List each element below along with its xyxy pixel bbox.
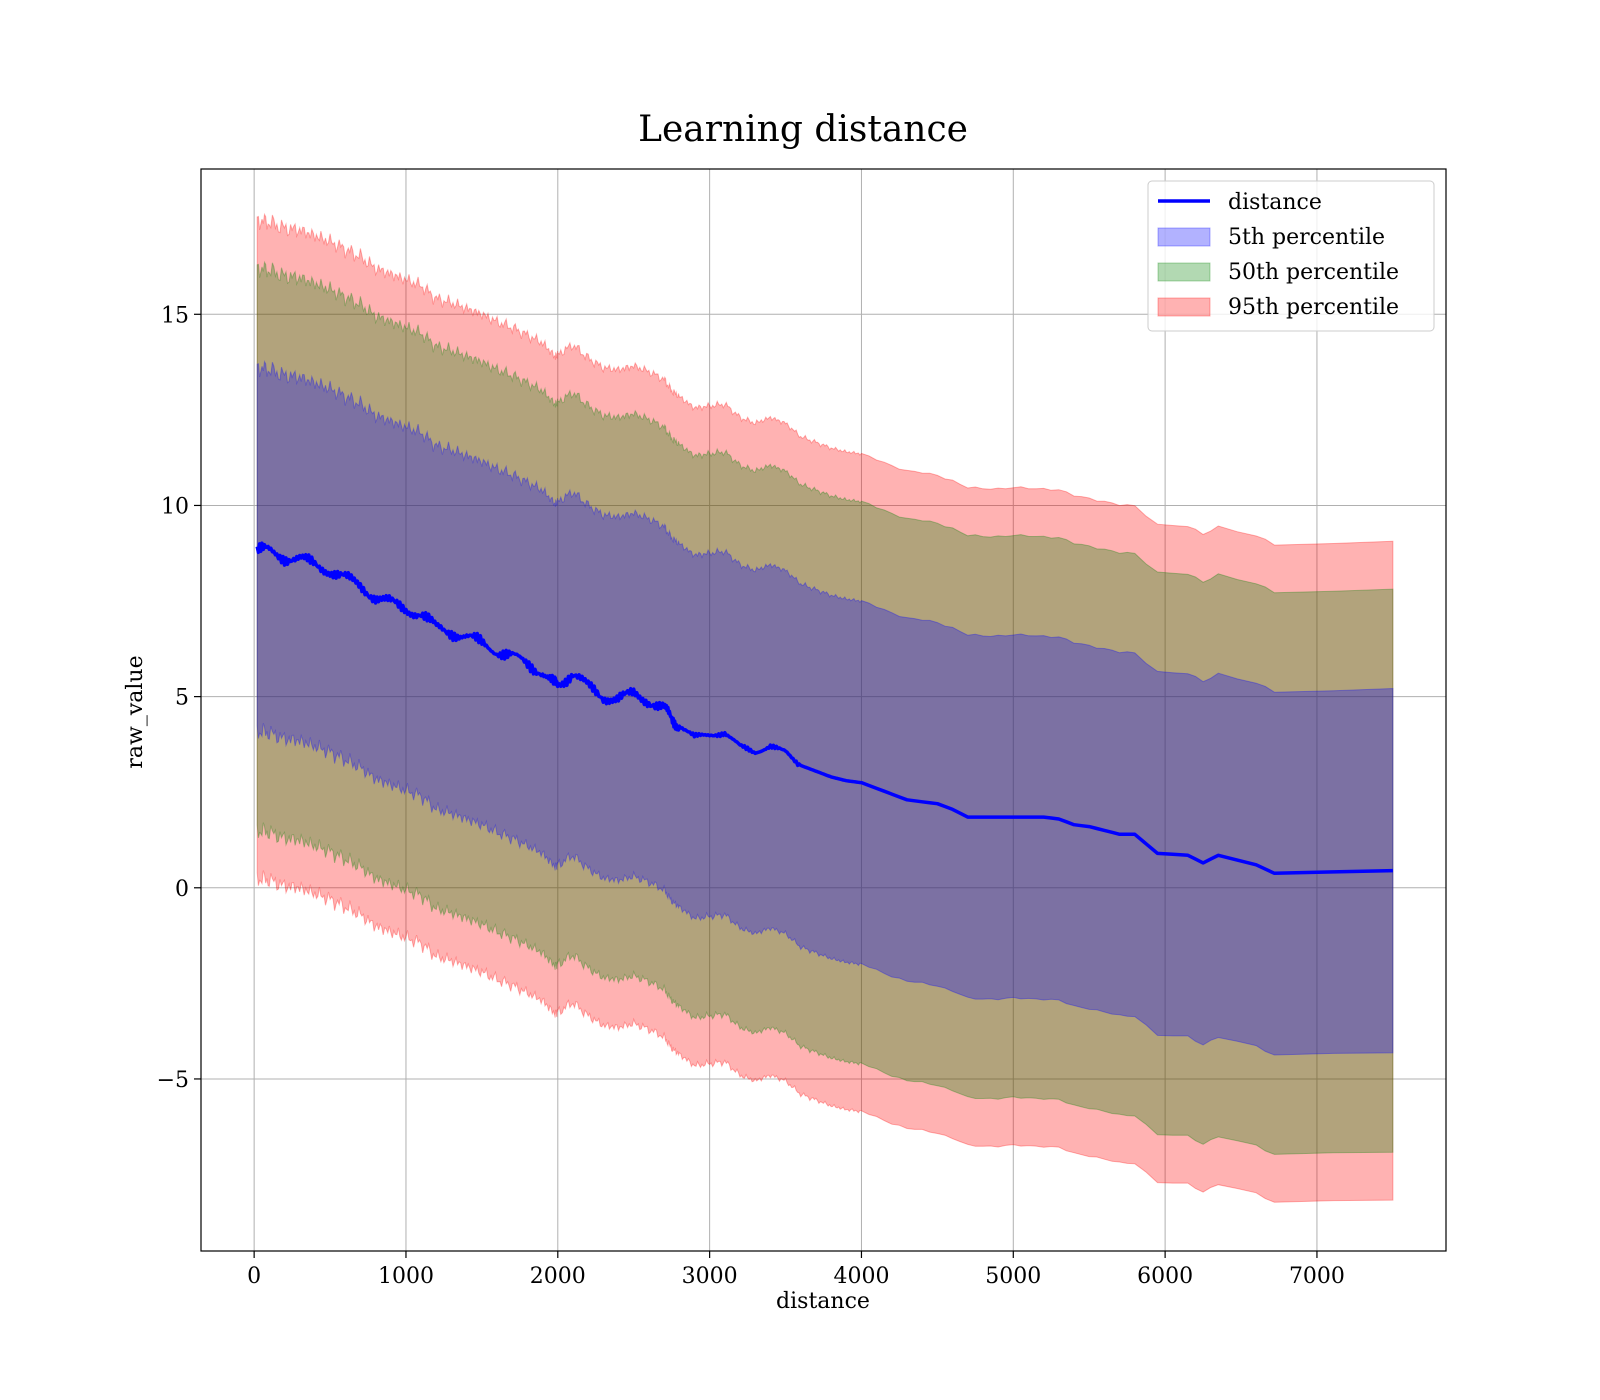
grid xyxy=(201,169,1446,1251)
x-tick-label: 3000 xyxy=(682,1264,738,1289)
y-axis-label: raw_value xyxy=(123,655,148,768)
percentile-bands xyxy=(256,212,1394,1203)
legend-label-distance: distance xyxy=(1228,190,1322,215)
legend-box xyxy=(1147,180,1435,332)
legend-swatch-5th-percentile xyxy=(1157,227,1211,247)
x-axis-label: distance xyxy=(776,1289,870,1314)
y-tick-label: 5 xyxy=(175,686,189,711)
band-50th-percentile xyxy=(256,260,1394,1155)
y-axis-ticks: −5 0 5 10 15 xyxy=(157,303,201,1093)
x-tick-label: 7000 xyxy=(1289,1264,1345,1289)
legend: distance 5th percentile 50th percentile … xyxy=(1147,180,1435,332)
x-tick-label: 0 xyxy=(247,1264,261,1289)
legend-swatch-95th-percentile xyxy=(1157,297,1211,317)
y-tick-label: 15 xyxy=(161,303,189,328)
y-tick-label: −5 xyxy=(157,1068,189,1093)
plot-frame xyxy=(200,168,1447,1252)
legend-label-95th-percentile: 95th percentile xyxy=(1228,295,1399,320)
legend-label-50th-percentile: 50th percentile xyxy=(1228,260,1399,285)
band-5th-percentile xyxy=(256,360,1394,1056)
x-tick-label: 6000 xyxy=(1137,1264,1193,1289)
y-tick-label: 10 xyxy=(161,494,189,519)
series-line-layer xyxy=(255,541,1393,876)
x-tick-label: 2000 xyxy=(530,1264,586,1289)
legend-swatch-50th-percentile xyxy=(1157,262,1211,282)
plot-area: 0 1000 2000 3000 4000 5000 6000 7000 −5 0 5 10 15 xyxy=(157,168,1447,1289)
band-95th-percentile xyxy=(256,212,1394,1203)
x-axis-ticks: 0 1000 2000 3000 4000 5000 6000 7000 xyxy=(247,1251,1345,1289)
legend-label-5th-percentile: 5th percentile xyxy=(1228,225,1385,250)
chart-title: Learning distance xyxy=(638,109,968,150)
series-line-distance xyxy=(255,541,1393,876)
x-tick-label: 5000 xyxy=(985,1264,1041,1289)
x-tick-label: 4000 xyxy=(833,1264,889,1289)
y-tick-label: 0 xyxy=(175,877,189,902)
x-tick-label: 1000 xyxy=(378,1264,434,1289)
